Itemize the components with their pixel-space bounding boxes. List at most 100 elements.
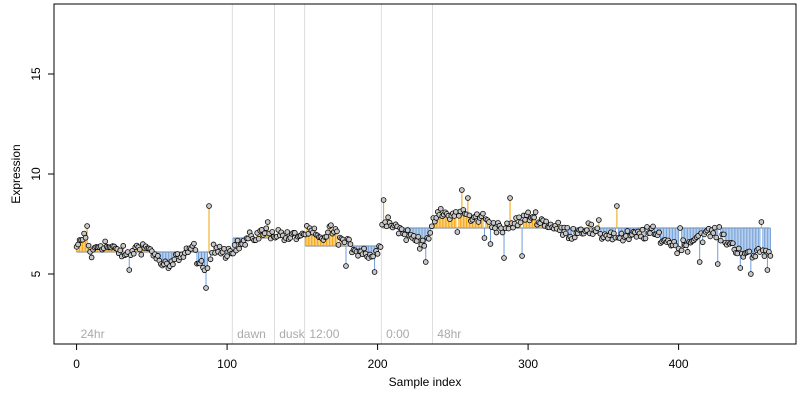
- data-point: [355, 252, 361, 259]
- data-point: [261, 230, 268, 237]
- data-point: [729, 240, 736, 247]
- data-point: [720, 231, 727, 238]
- data-point: [499, 229, 506, 236]
- y-tick-label: 15: [29, 67, 43, 81]
- x-tick-label: 400: [669, 357, 689, 371]
- data-point: [136, 246, 143, 253]
- data-point: [588, 221, 595, 228]
- x-tick-label: 0: [73, 357, 80, 371]
- segment-label: 0:00: [386, 327, 410, 341]
- data-point: [341, 239, 348, 246]
- data-point: [192, 247, 199, 253]
- data-point: [466, 212, 473, 219]
- segment-label: dusk: [279, 327, 305, 341]
- y-tick-label: 10: [29, 167, 43, 181]
- data-point: [505, 225, 512, 232]
- data-point: [102, 238, 108, 245]
- data-point: [618, 230, 625, 237]
- data-point: [263, 225, 270, 232]
- data-point: [656, 229, 662, 236]
- data-point: [395, 230, 402, 237]
- data-point: [481, 235, 488, 241]
- data-point: [736, 245, 742, 252]
- data-points: [73, 187, 774, 291]
- data-point: [231, 242, 238, 248]
- data-point: [82, 234, 89, 241]
- data-point: [361, 245, 367, 252]
- y-axis: 5 10 15: [29, 67, 55, 277]
- data-point: [346, 236, 352, 243]
- data-point: [555, 219, 561, 226]
- data-point: [680, 237, 686, 243]
- y-tick-label: 5: [29, 270, 43, 277]
- data-point: [126, 267, 133, 273]
- data-point: [678, 247, 685, 254]
- data-point: [480, 210, 486, 217]
- data-point: [639, 226, 646, 233]
- data-point: [734, 250, 741, 257]
- data-point: [707, 233, 714, 240]
- data-point: [292, 230, 298, 236]
- data-point: [596, 217, 602, 223]
- data-point: [207, 256, 214, 263]
- x-axis: 0 100 200 300 400: [73, 343, 689, 371]
- data-point: [683, 242, 689, 249]
- x-axis-label: Sample index: [389, 375, 462, 389]
- data-point: [191, 240, 197, 247]
- data-point: [206, 203, 212, 209]
- data-point: [594, 225, 601, 232]
- data-point: [284, 229, 291, 235]
- data-point: [564, 224, 571, 231]
- data-point: [242, 242, 248, 248]
- data-point: [428, 223, 435, 230]
- data-point: [117, 247, 124, 254]
- data-point: [644, 224, 650, 230]
- data-point: [438, 205, 444, 212]
- data-point: [507, 195, 513, 201]
- data-point: [234, 237, 241, 244]
- data-point: [562, 230, 569, 237]
- segment-labels: 24hr dawn dusk 12:00 0:00 48hr: [81, 327, 462, 341]
- y-axis-label: Expression: [9, 144, 23, 203]
- data-point: [377, 244, 384, 250]
- data-point: [370, 253, 376, 260]
- data-point: [767, 253, 774, 259]
- data-point: [684, 249, 691, 255]
- data-point: [531, 214, 537, 221]
- data-point: [696, 259, 703, 265]
- data-point: [710, 230, 717, 236]
- data-point: [522, 217, 528, 223]
- data-point: [570, 225, 577, 232]
- data-point: [130, 250, 137, 257]
- data-point: [84, 223, 90, 229]
- data-point: [328, 222, 334, 228]
- data-point: [401, 231, 408, 238]
- data-point: [334, 228, 340, 235]
- data-point: [311, 225, 318, 232]
- data-point: [385, 214, 391, 221]
- segment-label: 24hr: [81, 327, 105, 341]
- data-point: [516, 214, 522, 221]
- data-point: [699, 239, 706, 246]
- data-point: [532, 209, 539, 215]
- data-point: [347, 241, 354, 247]
- data-point: [198, 258, 205, 264]
- segment-label: 48hr: [437, 327, 461, 341]
- data-point: [713, 234, 720, 241]
- data-point: [677, 225, 683, 231]
- data-point: [758, 219, 765, 225]
- data-point: [614, 203, 620, 209]
- data-point: [421, 243, 428, 249]
- x-tick-label: 100: [217, 357, 237, 371]
- data-point: [403, 237, 409, 243]
- data-point: [459, 187, 465, 193]
- data-point: [203, 285, 209, 291]
- data-point: [374, 251, 381, 257]
- data-point: [752, 253, 759, 260]
- data-point: [269, 229, 276, 235]
- data-point: [425, 236, 432, 242]
- data-point: [155, 253, 161, 259]
- data-point: [714, 261, 721, 267]
- data-point: [711, 224, 718, 231]
- data-point: [264, 219, 271, 225]
